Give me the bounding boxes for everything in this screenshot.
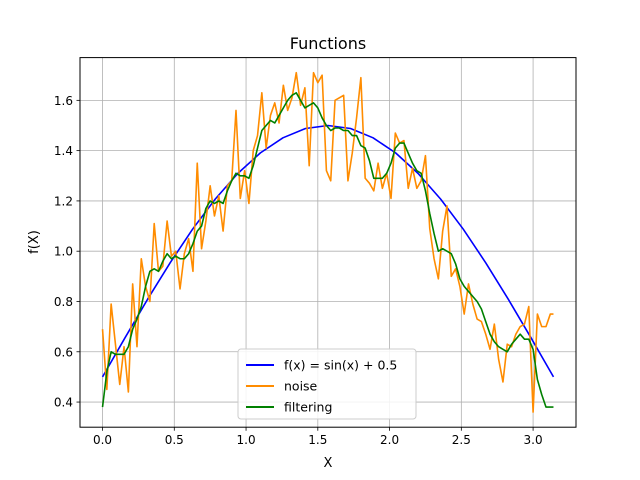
- y-tick-label: 1.4: [54, 144, 73, 158]
- x-tick-label: 0.5: [165, 433, 184, 447]
- x-tick-label: 2.5: [452, 433, 471, 447]
- y-tick-label: 1.2: [54, 194, 73, 208]
- axis-ticks: 0.0 0.5 1.0 1.5 2.0 2.5 3.0 0.4 0.6 0.8 1.0 1.2 1.4 1…: [54, 94, 543, 447]
- x-tick-label: 3.0: [524, 433, 543, 447]
- y-tick-label: 0.6: [54, 345, 73, 359]
- legend-label-2: filtering: [284, 400, 332, 415]
- x-axis-label: X: [324, 456, 333, 471]
- legend: f(x) = sin(x) + 0.5 noise filtering: [237, 348, 417, 420]
- series-group: [101, 71, 555, 413]
- plot-frame: [79, 57, 577, 428]
- series-line-f-x-sin-x-0-5: [101, 124, 555, 378]
- y-tick-label: 0.4: [54, 396, 73, 410]
- x-tick-label: 0.0: [93, 433, 112, 447]
- y-axis-label: f(X): [27, 230, 42, 254]
- series-line-noise: [101, 71, 554, 413]
- chart-title: Functions: [290, 34, 366, 53]
- grid: [80, 57, 576, 428]
- y-tick-label: 0.8: [54, 295, 73, 309]
- y-tick-label: 1.0: [54, 245, 73, 259]
- legend-label-1: noise: [284, 379, 318, 394]
- series-line-filtering: [101, 92, 554, 408]
- x-tick-label: 1.0: [237, 433, 256, 447]
- x-tick-label: 2.0: [380, 433, 399, 447]
- legend-box: [237, 348, 417, 420]
- legend-label-0: f(x) = sin(x) + 0.5: [284, 358, 397, 373]
- x-tick-label: 1.5: [308, 433, 327, 447]
- y-tick-label: 1.6: [54, 94, 73, 108]
